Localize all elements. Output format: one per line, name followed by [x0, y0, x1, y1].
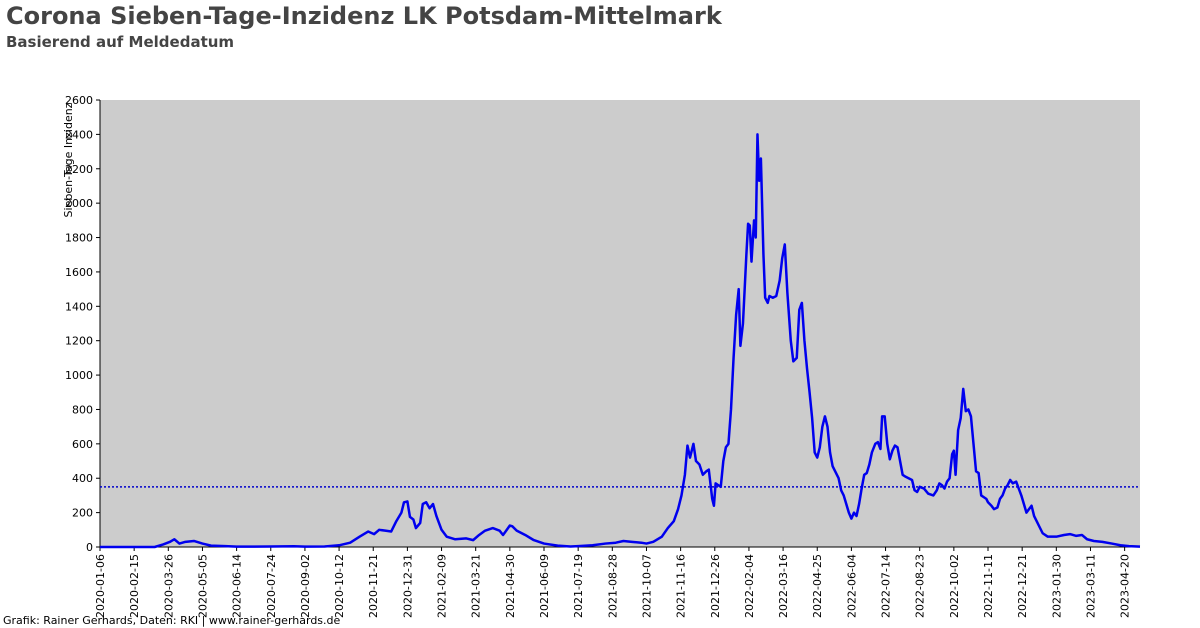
- x-tick-label: 2020-01-06: [94, 554, 107, 618]
- x-tick-label: 2022-08-23: [914, 554, 927, 618]
- x-tick-label: 2020-02-15: [128, 554, 141, 618]
- footer-credit: Grafik: Rainer Gerhards, Daten: RKI | ww…: [3, 614, 341, 627]
- x-tick-label: 2022-07-14: [880, 554, 893, 618]
- y-axis: 0 200 400 600 800 1000 1200 1400 1600 1800 2000 220…: [65, 94, 101, 554]
- x-tick-label: 2023-03-11: [1084, 554, 1097, 618]
- x-tick-label: 2020-11-21: [367, 554, 380, 618]
- x-tick-label: 2020-05-05: [196, 554, 209, 618]
- x-tick-label: 2020-09-02: [299, 554, 312, 618]
- x-tick-label: 2022-02-04: [743, 554, 756, 618]
- x-tick-label: 2021-06-09: [538, 554, 551, 618]
- y-tick-label: 800: [72, 403, 93, 416]
- y-tick-label: 600: [72, 438, 93, 451]
- x-tick-label: 2021-11-16: [675, 554, 688, 618]
- x-tick-label: 2021-07-19: [572, 554, 585, 618]
- x-tick-label: 2021-02-09: [436, 554, 449, 618]
- x-tick-label: 2020-10-12: [333, 554, 346, 618]
- x-tick-label: 2023-01-30: [1050, 554, 1063, 618]
- plot-area: [100, 100, 1140, 547]
- x-tick-label: 2022-11-11: [982, 554, 995, 618]
- y-tick-label: 2400: [65, 128, 93, 141]
- chart-subtitle: Basierend auf Meldedatum: [6, 33, 235, 51]
- chart-title: Corona Sieben-Tage-Inzidenz LK Potsdam-M…: [6, 2, 722, 30]
- y-tick-label: 1800: [65, 232, 93, 245]
- x-tick-label: 2020-03-26: [162, 554, 175, 618]
- y-tick-label: 0: [86, 541, 93, 554]
- x-tick-label: 2022-06-04: [845, 554, 858, 618]
- x-tick-label: 2020-06-14: [231, 554, 244, 618]
- y-tick-label: 1600: [65, 266, 93, 279]
- x-tick-label: 2023-04-20: [1119, 554, 1132, 618]
- x-tick-label: 2022-12-21: [1016, 554, 1029, 618]
- y-tick-label: 1200: [65, 335, 93, 348]
- y-tick-label: 2200: [65, 163, 93, 176]
- x-tick-label: 2020-12-31: [401, 554, 414, 618]
- y-tick-label: 2000: [65, 197, 93, 210]
- x-tick-label: 2022-10-02: [948, 554, 961, 618]
- y-tick-label: 1400: [65, 300, 93, 313]
- x-tick-label: 2022-04-25: [811, 554, 824, 618]
- x-axis: 2020-01-06 2020-02-15 2020-03-26 2020-05-05…: [94, 546, 1140, 618]
- x-tick-label: 2021-03-21: [470, 554, 483, 618]
- x-tick-label: 2021-04-30: [504, 554, 517, 618]
- y-axis-label: Sieben-Tage Inzidenz: [62, 102, 75, 217]
- x-tick-label: 2021-08-28: [606, 554, 619, 618]
- incidence-series-line: [100, 133, 1141, 549]
- y-tick-label: 1000: [65, 369, 93, 382]
- y-tick-label: 2600: [65, 94, 93, 107]
- x-tick-label: 2020-07-24: [265, 554, 278, 618]
- y-tick-label: 200: [72, 507, 93, 520]
- x-tick-label: 2021-10-07: [640, 554, 653, 618]
- x-tick-label: 2022-03-16: [777, 554, 790, 618]
- y-tick-label: 400: [72, 472, 93, 485]
- x-tick-label: 2021-12-26: [709, 554, 722, 618]
